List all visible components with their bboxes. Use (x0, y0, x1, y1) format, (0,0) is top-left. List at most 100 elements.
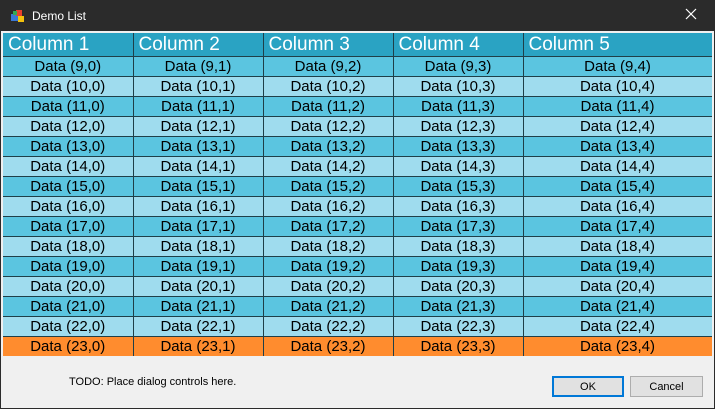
table-cell: Data (11,0) (3, 96, 134, 117)
table-cell: Data (21,2) (263, 296, 394, 317)
table-cell: Data (12,2) (263, 116, 394, 137)
table-cell: Data (10,2) (263, 76, 394, 97)
table-cell: Data (20,0) (3, 276, 134, 297)
table-cell: Data (11,2) (263, 96, 394, 117)
table-row[interactable]: Data (18,0) Data (18,1) Data (18,2) Data… (3, 236, 712, 257)
ok-button[interactable]: OK (552, 376, 624, 397)
table-cell: Data (11,4) (523, 96, 712, 117)
table-cell: Data (16,4) (523, 196, 712, 217)
table-cell: Data (19,0) (3, 256, 134, 277)
table-cell: Data (14,3) (393, 156, 524, 177)
table-cell: Data (14,0) (3, 156, 134, 177)
table-cell: Data (13,0) (3, 136, 134, 157)
table-cell: Data (18,1) (133, 236, 264, 257)
column-header-2[interactable]: Column 2 (133, 33, 264, 57)
table-cell: Data (15,2) (263, 176, 394, 197)
table-row[interactable]: Data (16,0) Data (16,1) Data (16,2) Data… (3, 196, 712, 217)
table-row[interactable]: Data (21,0) Data (21,1) Data (21,2) Data… (3, 296, 712, 317)
table-cell: Data (21,4) (523, 296, 712, 317)
table-cell: Data (11,3) (393, 96, 524, 117)
table-cell: Data (16,1) (133, 196, 264, 217)
table-cell: Data (10,3) (393, 76, 524, 97)
table-cell: Data (14,2) (263, 156, 394, 177)
cancel-button[interactable]: Cancel (630, 376, 703, 397)
table-cell: Data (11,1) (133, 96, 264, 117)
table-cell: Data (20,4) (523, 276, 712, 297)
table-cell: Data (12,4) (523, 116, 712, 137)
table-cell: Data (15,1) (133, 176, 264, 197)
table-cell: Data (19,4) (523, 256, 712, 277)
data-list[interactable]: Column 1 Column 2 Column 3 Column 4 Colu… (3, 33, 712, 356)
table-cell: Data (9,1) (133, 56, 264, 77)
table-cell: Data (23,3) (393, 336, 524, 356)
table-cell: Data (23,4) (523, 336, 712, 356)
table-cell: Data (21,1) (133, 296, 264, 317)
table-cell: Data (12,1) (133, 116, 264, 137)
table-row[interactable]: Data (22,0) Data (22,1) Data (22,2) Data… (3, 316, 712, 337)
column-header-4[interactable]: Column 4 (393, 33, 524, 57)
table-row[interactable]: Data (13,0) Data (13,1) Data (13,2) Data… (3, 136, 712, 157)
table-cell: Data (9,2) (263, 56, 394, 77)
table-row[interactable]: Data (20,0) Data (20,1) Data (20,2) Data… (3, 276, 712, 297)
close-button[interactable] (668, 1, 714, 31)
table-cell: Data (15,3) (393, 176, 524, 197)
column-header-5[interactable]: Column 5 (523, 33, 712, 57)
table-cell: Data (17,4) (523, 216, 712, 237)
table-cell: Data (16,0) (3, 196, 134, 217)
table-cell: Data (18,3) (393, 236, 524, 257)
table-row[interactable]: Data (11,0) Data (11,1) Data (11,2) Data… (3, 96, 712, 117)
table-cell: Data (18,0) (3, 236, 134, 257)
table-row[interactable]: Data (10,0) Data (10,1) Data (10,2) Data… (3, 76, 712, 97)
title-bar[interactable]: Demo List (1, 1, 714, 31)
table-cell: Data (21,0) (3, 296, 134, 317)
table-row[interactable]: Data (12,0) Data (12,1) Data (12,2) Data… (3, 116, 712, 137)
table-row[interactable]: Data (19,0) Data (19,1) Data (19,2) Data… (3, 256, 712, 277)
table-cell: Data (22,3) (393, 316, 524, 337)
table-cell: Data (19,1) (133, 256, 264, 277)
window-title: Demo List (32, 9, 87, 23)
table-cell: Data (17,1) (133, 216, 264, 237)
table-row[interactable]: Data (14,0) Data (14,1) Data (14,2) Data… (3, 156, 712, 177)
table-cell: Data (13,2) (263, 136, 394, 157)
table-cell: Data (16,3) (393, 196, 524, 217)
table-cell: Data (17,3) (393, 216, 524, 237)
table-cell: Data (23,0) (3, 336, 134, 356)
table-cell: Data (14,4) (523, 156, 712, 177)
table-cell: Data (14,1) (133, 156, 264, 177)
table-cell: Data (22,2) (263, 316, 394, 337)
table-row[interactable]: Data (9,0) Data (9,1) Data (9,2) Data (9… (3, 56, 712, 77)
table-row[interactable]: Data (17,0) Data (17,1) Data (17,2) Data… (3, 216, 712, 237)
table-cell: Data (20,1) (133, 276, 264, 297)
table-cell: Data (21,3) (393, 296, 524, 317)
table-row[interactable]: Data (15,0) Data (15,1) Data (15,2) Data… (3, 176, 712, 197)
table-cell: Data (18,2) (263, 236, 394, 257)
table-cell: Data (13,4) (523, 136, 712, 157)
table-cell: Data (9,0) (3, 56, 134, 77)
table-cell: Data (22,0) (3, 316, 134, 337)
table-cell: Data (9,3) (393, 56, 524, 77)
table-cell: Data (15,0) (3, 176, 134, 197)
table-cell: Data (23,1) (133, 336, 264, 356)
table-cell: Data (10,0) (3, 76, 134, 97)
table-cell: Data (19,2) (263, 256, 394, 277)
app-icon (10, 8, 26, 24)
table-cell: Data (12,3) (393, 116, 524, 137)
column-header-3[interactable]: Column 3 (263, 33, 394, 57)
table-cell: Data (17,2) (263, 216, 394, 237)
table-row-highlighted[interactable]: Data (23,0) Data (23,1) Data (23,2) Data… (3, 336, 712, 356)
table-cell: Data (10,1) (133, 76, 264, 97)
close-icon (685, 7, 697, 25)
table-cell: Data (12,0) (3, 116, 134, 137)
table-cell: Data (13,3) (393, 136, 524, 157)
table-cell: Data (18,4) (523, 236, 712, 257)
table-cell: Data (23,2) (263, 336, 394, 356)
table-cell: Data (16,2) (263, 196, 394, 217)
column-header-1[interactable]: Column 1 (3, 33, 134, 57)
table-cell: Data (19,3) (393, 256, 524, 277)
table-cell: Data (22,4) (523, 316, 712, 337)
table-cell: Data (15,4) (523, 176, 712, 197)
table-cell: Data (20,2) (263, 276, 394, 297)
todo-label: TODO: Place dialog controls here. (69, 376, 237, 388)
table-cell: Data (20,3) (393, 276, 524, 297)
